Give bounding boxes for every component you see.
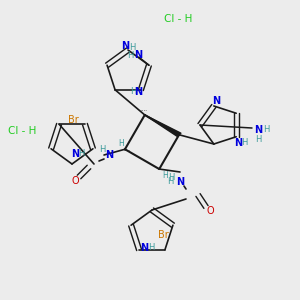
Text: H: H (99, 146, 105, 154)
Text: Cl - H: Cl - H (8, 125, 37, 136)
Text: N: N (105, 150, 113, 160)
Text: H: H (78, 149, 84, 158)
Text: Cl - H: Cl - H (164, 14, 193, 25)
Text: N: N (212, 96, 220, 106)
Text: N: N (140, 243, 148, 253)
Text: N: N (234, 138, 242, 148)
Text: H: H (148, 243, 154, 252)
Text: H: H (130, 87, 136, 96)
Text: H: H (118, 139, 124, 148)
Text: N: N (71, 149, 79, 159)
Text: O: O (71, 176, 79, 186)
Text: N: N (121, 41, 129, 51)
Text: H: H (167, 178, 173, 187)
Text: N: N (134, 50, 142, 60)
Text: H: H (255, 134, 261, 143)
Text: Br: Br (158, 230, 168, 240)
Text: N: N (254, 125, 262, 135)
Text: N: N (176, 177, 184, 187)
Text: Br: Br (68, 115, 78, 125)
Text: O: O (206, 206, 214, 216)
Text: H: H (263, 125, 269, 134)
Text: H: H (241, 138, 247, 147)
Text: H: H (129, 43, 135, 52)
Polygon shape (145, 115, 181, 136)
Text: ····: ···· (140, 108, 147, 113)
Text: ····: ···· (124, 148, 130, 153)
Text: H: H (168, 173, 174, 182)
Text: H: H (162, 170, 168, 179)
Text: H: H (127, 51, 133, 60)
Text: N: N (134, 87, 142, 97)
